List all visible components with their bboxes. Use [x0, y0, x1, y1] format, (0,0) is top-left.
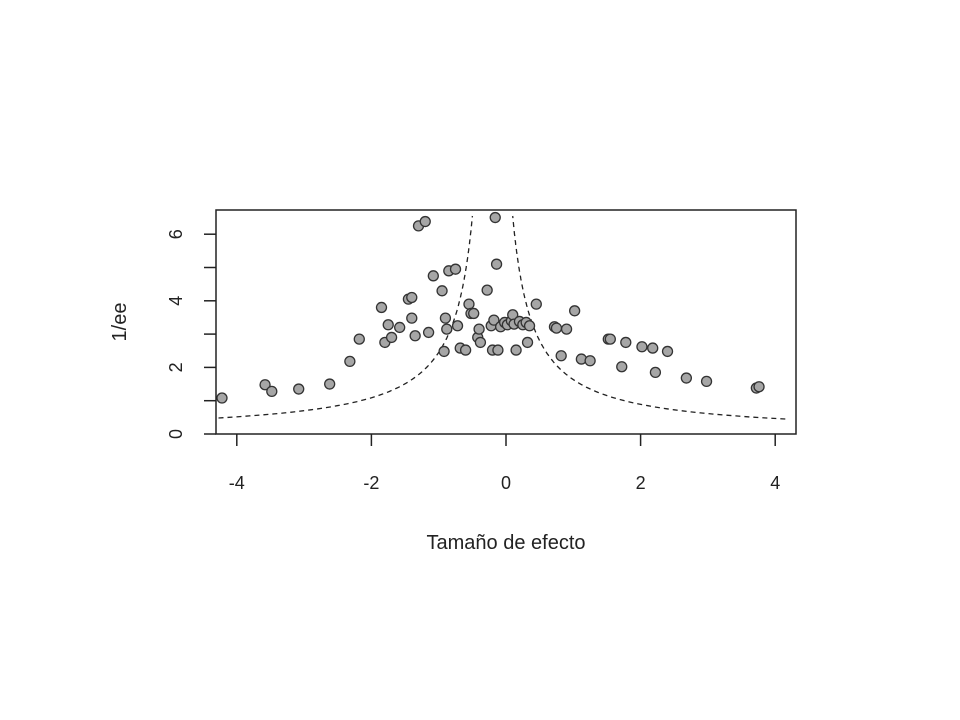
- data-point: [438, 345, 450, 358]
- data-point: [441, 323, 453, 335]
- data-point: [521, 336, 534, 349]
- y-tick-label: 6: [166, 229, 186, 239]
- data-point: [375, 301, 388, 314]
- data-point: [649, 366, 662, 379]
- data-point: [259, 379, 271, 391]
- data-point: [324, 378, 336, 390]
- y-tick-label: 4: [166, 296, 186, 306]
- y-tick-label: 2: [166, 362, 186, 372]
- data-point: [753, 381, 765, 393]
- data-point: [647, 342, 659, 354]
- y-tick-label: 0: [166, 429, 186, 439]
- data-points: [216, 211, 765, 404]
- data-point: [459, 344, 472, 356]
- data-point: [473, 323, 485, 335]
- data-point: [216, 392, 228, 404]
- data-point: [490, 258, 503, 270]
- data-point: [449, 263, 462, 275]
- funnel-right-line: [512, 215, 786, 420]
- data-point: [427, 270, 439, 282]
- data-point: [481, 284, 493, 296]
- data-point: [394, 321, 406, 334]
- data-point: [584, 355, 596, 367]
- data-point: [406, 312, 418, 324]
- data-point: [616, 361, 628, 373]
- data-point: [409, 330, 421, 342]
- data-point: [530, 298, 542, 310]
- data-point: [680, 372, 693, 384]
- data-point: [419, 215, 431, 228]
- data-point: [451, 320, 464, 332]
- data-point: [344, 355, 356, 368]
- x-tick-label: 2: [636, 473, 646, 493]
- data-point: [436, 285, 448, 297]
- x-tick-label: 0: [501, 473, 511, 493]
- funnel-left-line: [218, 215, 474, 419]
- data-point: [463, 298, 475, 310]
- x-tick-label: 4: [770, 473, 780, 493]
- x-axis-title: Tamaño de efecto: [427, 532, 586, 554]
- data-point: [266, 385, 278, 398]
- data-point: [492, 344, 504, 356]
- data-point: [293, 383, 305, 395]
- data-point: [620, 336, 632, 349]
- data-point: [422, 326, 435, 339]
- data-point: [560, 323, 573, 335]
- y-axis: 0 2 4 6: [166, 229, 216, 439]
- data-point: [604, 333, 616, 345]
- data-point: [488, 314, 500, 326]
- data-point: [353, 333, 365, 345]
- data-point: [385, 331, 398, 344]
- x-axis: -4 -2 0 2 4: [229, 434, 780, 493]
- data-point: [474, 336, 487, 349]
- data-point: [661, 345, 674, 358]
- data-point: [555, 350, 567, 362]
- x-tick-label: -2: [363, 473, 379, 493]
- x-tick-label: -4: [229, 473, 245, 493]
- funnel-boundary-lines: [218, 215, 786, 420]
- data-point: [523, 320, 536, 332]
- data-point: [406, 291, 418, 304]
- data-point: [700, 375, 713, 388]
- data-point: [489, 211, 501, 224]
- data-point: [510, 344, 522, 356]
- data-point: [550, 322, 563, 334]
- data-point: [636, 341, 648, 353]
- y-axis-title: 1/ee: [109, 303, 131, 342]
- data-point: [439, 312, 452, 324]
- data-point: [568, 305, 581, 317]
- data-point: [382, 319, 394, 331]
- data-point: [468, 307, 480, 320]
